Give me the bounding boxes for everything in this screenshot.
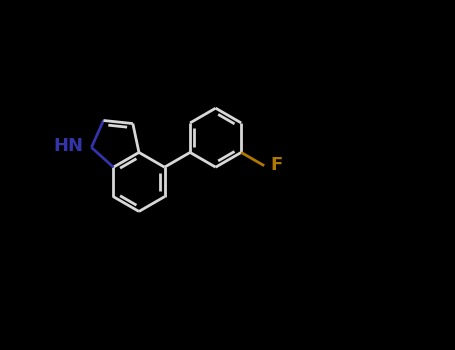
Text: F: F: [270, 156, 283, 174]
Text: HN: HN: [54, 137, 84, 155]
